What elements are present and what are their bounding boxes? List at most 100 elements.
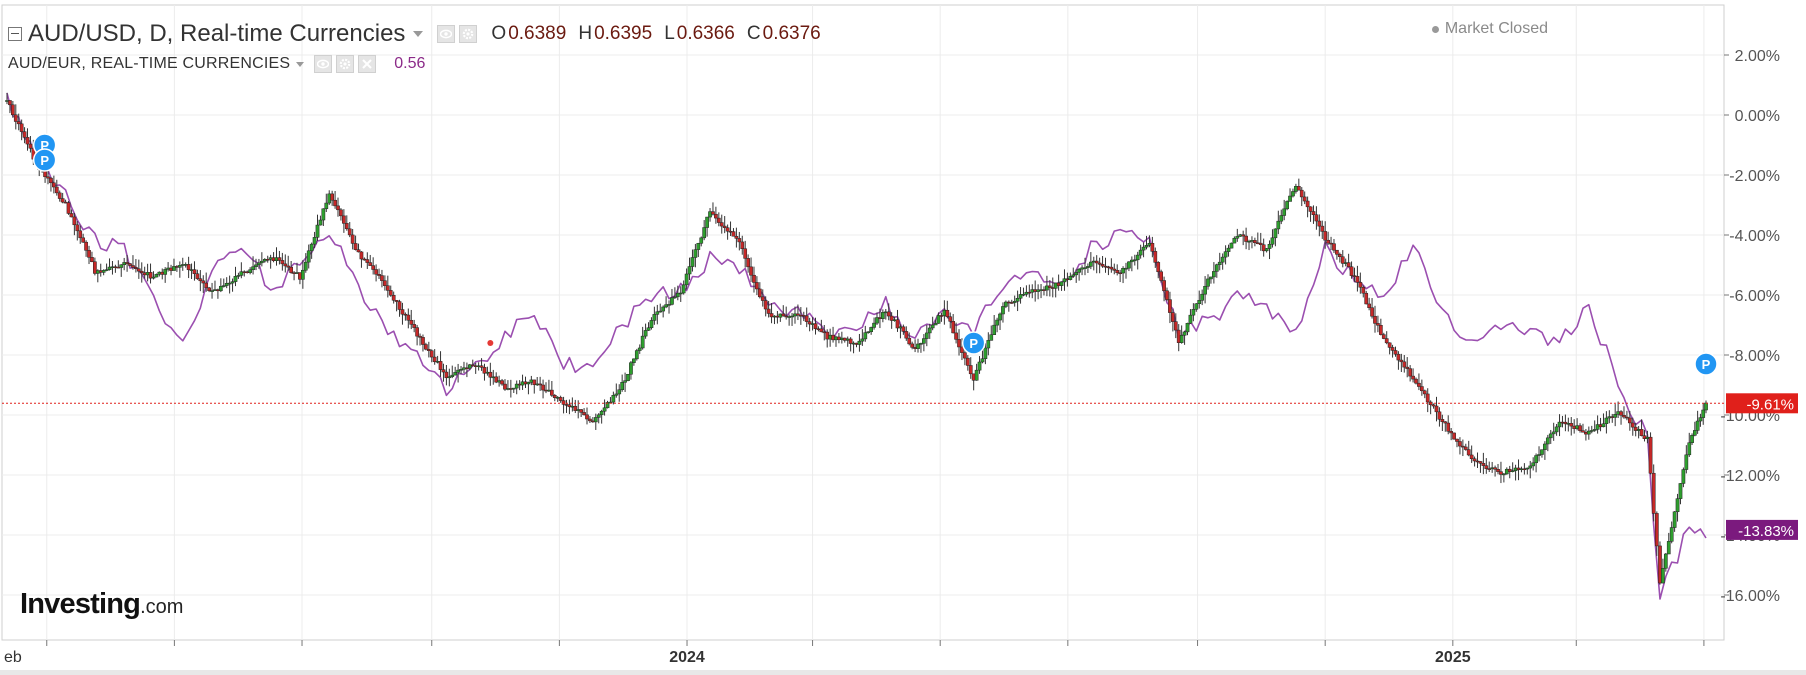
close-icon[interactable] bbox=[358, 55, 377, 73]
candle-down bbox=[1414, 378, 1418, 384]
candle-down bbox=[719, 222, 724, 227]
candle-down bbox=[400, 309, 405, 315]
candle-down bbox=[1581, 430, 1585, 433]
candle-down bbox=[432, 356, 437, 363]
candle-down bbox=[1437, 411, 1442, 420]
candle-down bbox=[1373, 315, 1377, 324]
candle-up bbox=[321, 208, 326, 221]
candle-up bbox=[983, 347, 988, 359]
candle-up bbox=[1200, 293, 1205, 301]
candle-down bbox=[1422, 390, 1427, 395]
candle-down bbox=[421, 337, 425, 345]
candle-down bbox=[740, 241, 745, 249]
candle-down bbox=[1452, 432, 1456, 440]
candle-down bbox=[52, 182, 56, 188]
candle-up bbox=[1543, 443, 1547, 450]
candle-up bbox=[881, 312, 885, 319]
candle-up bbox=[224, 282, 229, 286]
candle-down bbox=[277, 257, 282, 261]
candle-down bbox=[1627, 417, 1632, 424]
candle-up bbox=[1045, 285, 1049, 291]
candle-up bbox=[1613, 414, 1618, 418]
candle-up bbox=[1672, 511, 1677, 528]
candle-down bbox=[283, 263, 288, 267]
candle-up bbox=[875, 317, 879, 324]
candle-up bbox=[254, 264, 258, 268]
candle-up bbox=[872, 322, 876, 328]
candle-down bbox=[494, 376, 499, 383]
candle-down bbox=[939, 315, 944, 317]
event-marker-icon[interactable]: P bbox=[1694, 352, 1718, 376]
candle-down bbox=[1469, 454, 1474, 460]
candle-down bbox=[128, 263, 132, 266]
event-marker-icon[interactable]: P bbox=[32, 148, 57, 172]
candle-up bbox=[1534, 455, 1538, 464]
candle-up bbox=[661, 306, 666, 312]
candle-down bbox=[1335, 249, 1339, 255]
candle-up bbox=[119, 264, 124, 268]
gear-icon[interactable] bbox=[459, 25, 478, 43]
candle-down bbox=[1378, 325, 1383, 335]
close-value: 0.6376 bbox=[762, 23, 821, 44]
candle-down bbox=[383, 280, 387, 286]
candle-down bbox=[347, 228, 352, 236]
candle-down bbox=[1159, 271, 1163, 281]
y-tick-label: 0.00% bbox=[1735, 108, 1780, 125]
candle-down bbox=[1364, 292, 1369, 305]
market-status: Market Closed bbox=[1431, 20, 1548, 38]
event-marker-icon[interactable]: P bbox=[961, 331, 986, 355]
candle-up bbox=[1695, 420, 1700, 431]
comparison-symbol-title[interactable]: AUD/EUR, REAL-TIME CURRENCIES bbox=[8, 55, 291, 72]
candle-up bbox=[646, 327, 651, 331]
candle-down bbox=[561, 400, 566, 405]
main-symbol-title[interactable]: AUD/USD, D, Real-time Currencies bbox=[28, 20, 406, 47]
collapse-icon[interactable] bbox=[8, 27, 22, 41]
candle-up bbox=[605, 402, 610, 409]
candle-up bbox=[1645, 436, 1650, 439]
candle-up bbox=[1276, 220, 1281, 230]
candle-down bbox=[195, 273, 200, 279]
candle-up bbox=[857, 340, 862, 345]
candle-down bbox=[19, 123, 24, 132]
candle-down bbox=[752, 274, 756, 283]
candle-down bbox=[1340, 256, 1345, 264]
chevron-down-icon[interactable] bbox=[296, 61, 305, 67]
candle-up bbox=[306, 250, 311, 263]
gear-icon[interactable] bbox=[336, 55, 355, 73]
candle-down bbox=[734, 235, 739, 239]
candle-down bbox=[957, 339, 961, 348]
candle-up bbox=[1179, 335, 1184, 343]
candle-up bbox=[230, 281, 235, 284]
candle-up bbox=[637, 347, 642, 351]
candle-down bbox=[280, 260, 285, 265]
candle-up bbox=[620, 382, 625, 390]
candle-down bbox=[1100, 264, 1105, 267]
candle-down bbox=[1150, 242, 1155, 252]
y-tick-label: -4.00% bbox=[1729, 228, 1780, 245]
chevron-down-icon[interactable] bbox=[413, 31, 424, 37]
eye-icon[interactable] bbox=[437, 25, 456, 43]
eye-icon[interactable] bbox=[314, 55, 333, 73]
candle-down bbox=[1622, 415, 1626, 418]
candle-up bbox=[626, 373, 630, 381]
candle-up bbox=[172, 266, 176, 271]
candle-down bbox=[1253, 240, 1257, 244]
candle-up bbox=[652, 314, 657, 321]
candle-down bbox=[1405, 366, 1410, 369]
candle-down bbox=[552, 395, 557, 398]
candle-up bbox=[177, 265, 182, 268]
candle-down bbox=[1446, 422, 1451, 432]
candle-up bbox=[309, 243, 314, 252]
candle-up bbox=[1661, 568, 1665, 584]
candle-up bbox=[1267, 243, 1272, 249]
candle-down bbox=[1168, 299, 1172, 313]
candle-up bbox=[1247, 240, 1251, 243]
candle-up bbox=[1279, 215, 1284, 222]
candle-up bbox=[1138, 249, 1143, 256]
candle-down bbox=[368, 262, 373, 266]
candle-down bbox=[804, 315, 809, 322]
candle-down bbox=[538, 383, 542, 386]
candle-down bbox=[415, 327, 419, 337]
candle-up bbox=[922, 338, 926, 344]
